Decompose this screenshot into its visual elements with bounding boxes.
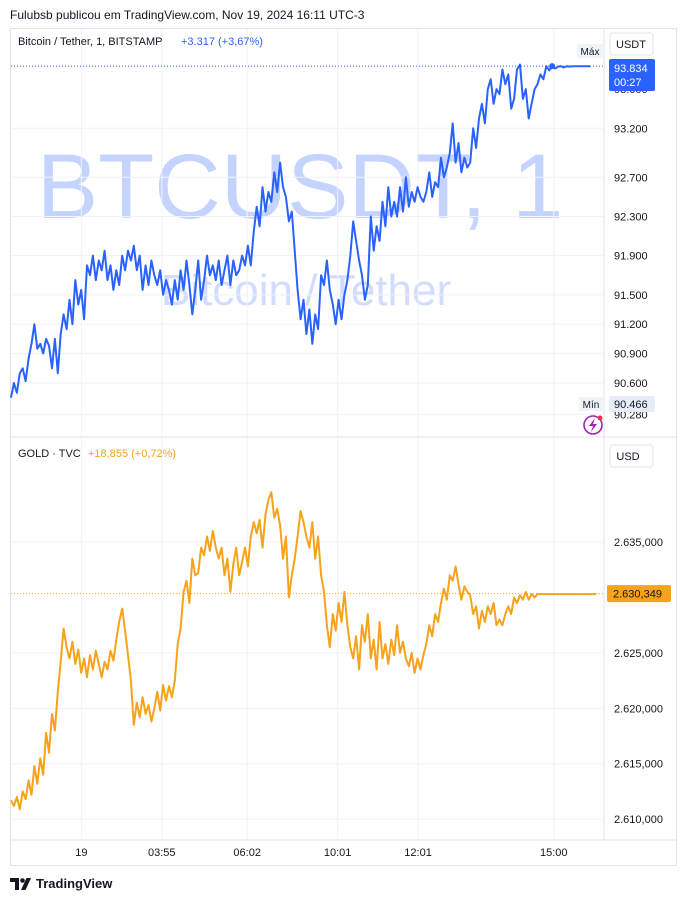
btc-pane[interactable]: BTCUSDT, 1 Bitcoin / Tether 93.20092.700… (10, 29, 655, 437)
gold-last-price: 2.630,349 (613, 589, 662, 601)
footer-brand-name: TradingView (36, 876, 113, 891)
gold-price-tick: 2.620,000 (614, 703, 663, 715)
time-tick: 03:55 (148, 847, 176, 859)
footer-brand[interactable]: TradingView (10, 876, 112, 891)
max-label-box (577, 44, 604, 58)
gold-grid (11, 437, 604, 840)
btc-price-tick: 90.600 (614, 378, 648, 390)
lightning-alert-icon[interactable] (583, 415, 603, 435)
gold-currency-label: USD (616, 451, 639, 463)
btc-currency-box[interactable] (609, 32, 654, 56)
gold-price-tick: 2.615,000 (614, 759, 663, 771)
min-label-box (579, 397, 604, 411)
btc-last-price: 93.834 (614, 63, 648, 75)
gold-price-axis: 2.635,000 2.625,000 2.620,000 2.615,000 2.61… (614, 537, 663, 826)
btc-price-tick: 90.280 (614, 409, 648, 421)
btc-legend-change: +3.317 (+3,67%) (181, 36, 263, 48)
publisher-line: Fulubsb publicou em TradingView.com, Nov… (10, 8, 365, 22)
gold-price-tick: 2.625,000 (614, 648, 663, 660)
btc-price-line[interactable] (10, 63, 591, 398)
btc-price-tick: 92.300 (614, 211, 648, 223)
btc-min-price-box (609, 396, 655, 412)
time-tick: 06:02 (233, 847, 261, 859)
btc-currency-label: USDT (616, 39, 646, 51)
btc-price-axis: 93.200 92.700 92.300 91.900 91.500 91.200 90.9… (614, 123, 648, 421)
time-tick: 10:01 (324, 847, 352, 859)
time-axis[interactable]: 19 03:55 06:02 10:01 12:01 15:00 (75, 847, 567, 859)
time-tick: 15:00 (540, 847, 568, 859)
btc-min-price: 90.466 (614, 399, 648, 411)
gold-last-price-box (607, 585, 671, 603)
time-tick: 19 (75, 847, 87, 859)
btc-legend-symbol: Bitcoin / Tether, 1, BITSTAMP (18, 36, 162, 48)
gold-price-tick: 2.610,000 (614, 814, 663, 826)
time-tick: 12:01 (404, 847, 432, 859)
btc-price-tick: 93.200 (614, 123, 648, 135)
btc-countdown: 00:27 (614, 77, 642, 89)
gold-price-tick: 2.635,000 (614, 537, 663, 549)
btc-grid (11, 29, 604, 437)
watermark-ticker: BTCUSDT, 1 (37, 136, 564, 238)
gold-legend-symbol: GOLD · TVC (18, 448, 81, 460)
btc-price-tick: 91.500 (614, 290, 648, 302)
btc-price-tick: 91.200 (614, 319, 648, 331)
gold-pane[interactable]: 2.635,000 2.625,000 2.620,000 2.615,000 2.61… (10, 437, 671, 840)
min-label: Mín (583, 400, 600, 411)
gold-currency-box[interactable] (609, 444, 654, 468)
gold-legend-change: +18,855 (+0,72%) (88, 448, 176, 460)
btc-price-tick: 90.900 (614, 349, 648, 361)
gold-price-line[interactable] (10, 491, 596, 811)
btc-last-point (549, 63, 556, 70)
max-label: Máx (581, 47, 600, 58)
chart-frame (10, 28, 677, 866)
btc-last-price-box (609, 59, 655, 91)
tradingview-logo-icon (10, 877, 31, 890)
btc-price-tick: 91.900 (614, 251, 648, 263)
btc-price-tick: 92.700 (614, 172, 648, 184)
